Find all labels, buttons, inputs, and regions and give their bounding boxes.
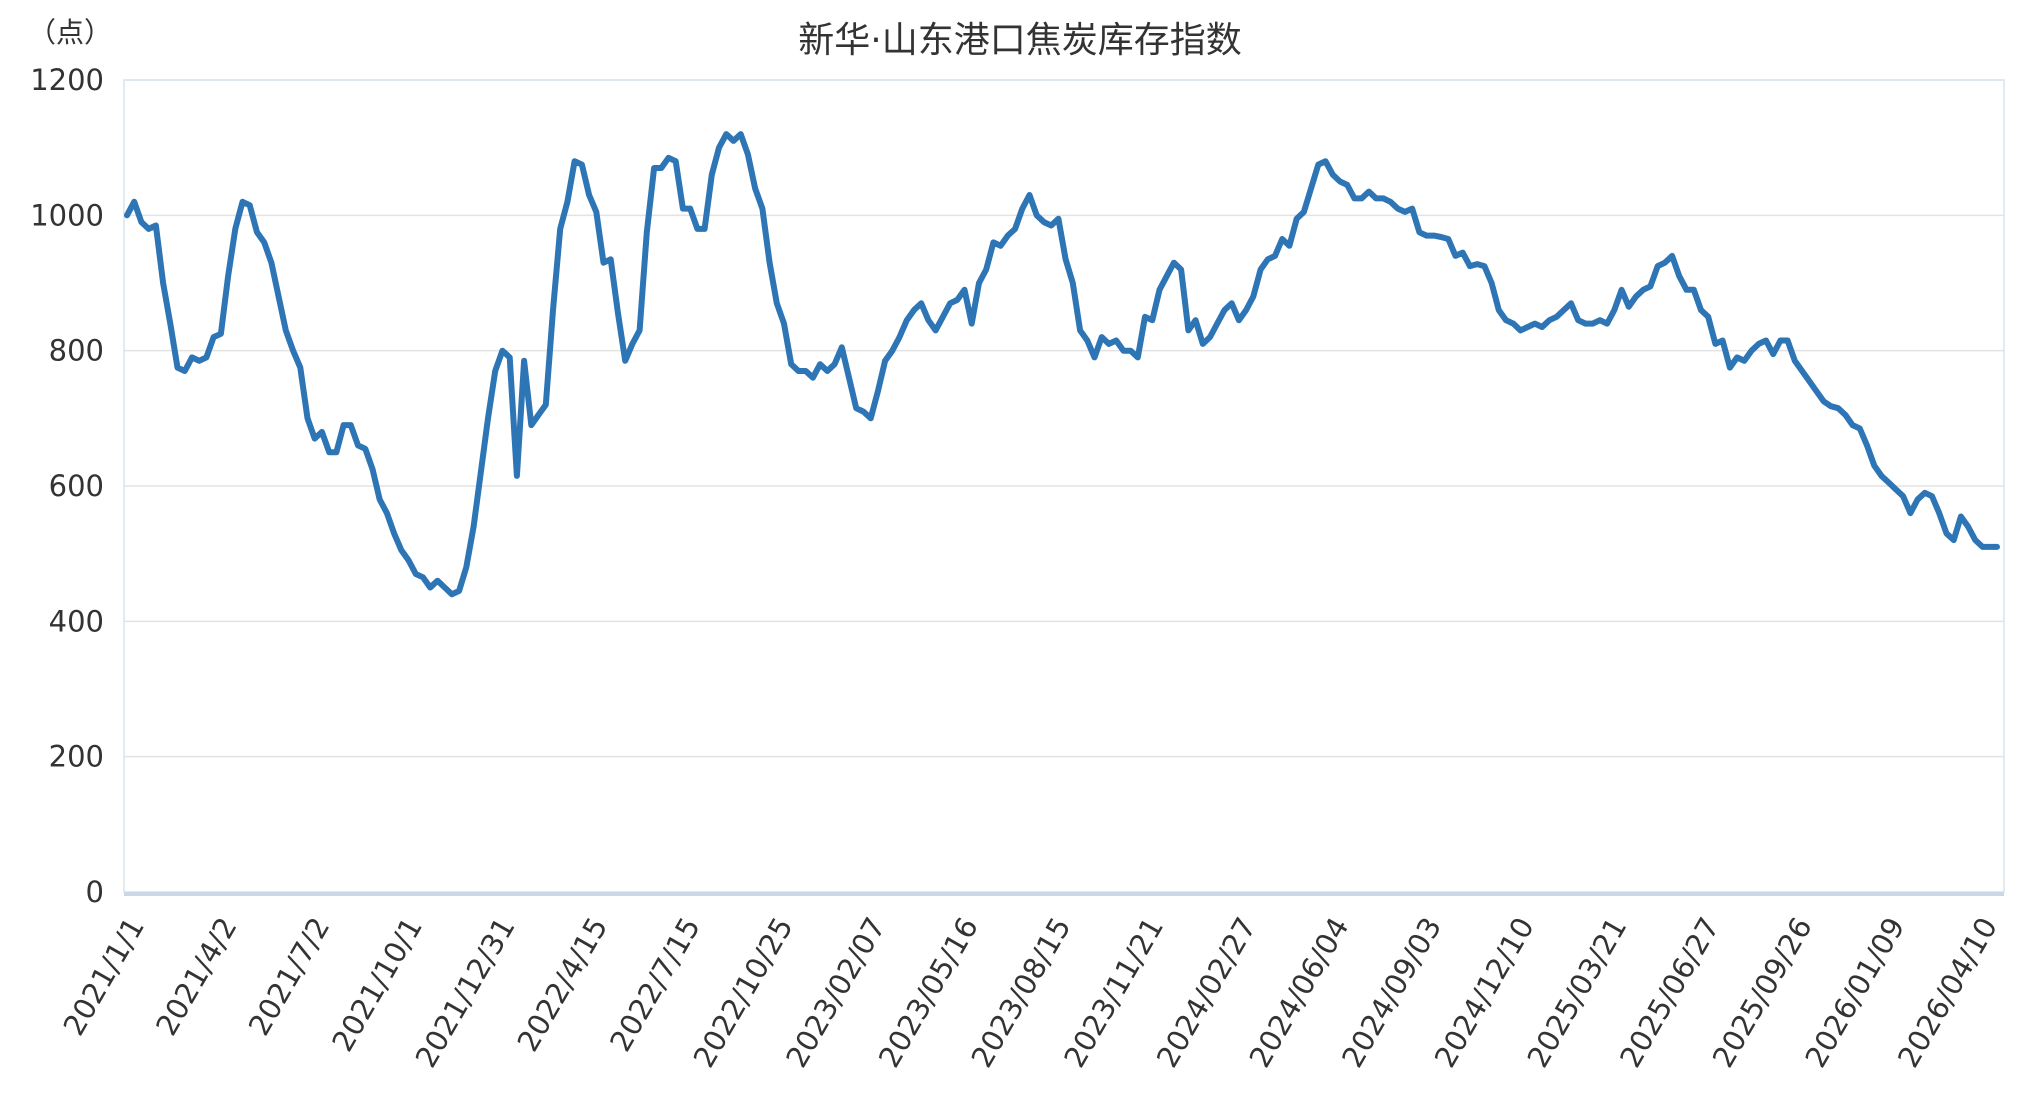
y-axis-tick-labels: 0 200 400 600 800 1000 1200	[30, 63, 104, 909]
x-tick-label: 2021/1/1	[56, 912, 151, 1042]
x-axis-tick-labels: 2021/1/12021/4/22021/7/22021/10/12021/12…	[56, 911, 2004, 1073]
x-tick-label: 2021/7/2	[242, 912, 337, 1042]
chart-title: 新华·山东港口焦炭库存指数	[798, 20, 1241, 61]
y-tick-label: 200	[49, 740, 104, 774]
x-tick-label: 2026/04/10	[1891, 912, 2004, 1074]
y-tick-label: 1200	[30, 63, 104, 97]
y-tick-label: 0	[86, 875, 104, 909]
x-tick-label: 2021/12/31	[409, 912, 522, 1074]
y-tick-label: 800	[49, 334, 104, 368]
series-layer	[124, 131, 2000, 598]
y-axis-unit-label: （点）	[28, 16, 112, 49]
gridlines	[124, 79, 2004, 758]
x-tick-label: 2021/10/1	[325, 912, 429, 1058]
series-line-0	[124, 131, 2000, 598]
y-tick-label: 1000	[30, 198, 104, 232]
y-tick-label: 600	[49, 469, 104, 503]
y-tick-label: 400	[49, 604, 104, 638]
x-tick-label: 2022/4/15	[511, 912, 615, 1058]
x-tick-label: 2021/4/2	[149, 912, 244, 1042]
x-tick-label: 2022/7/15	[603, 912, 707, 1058]
